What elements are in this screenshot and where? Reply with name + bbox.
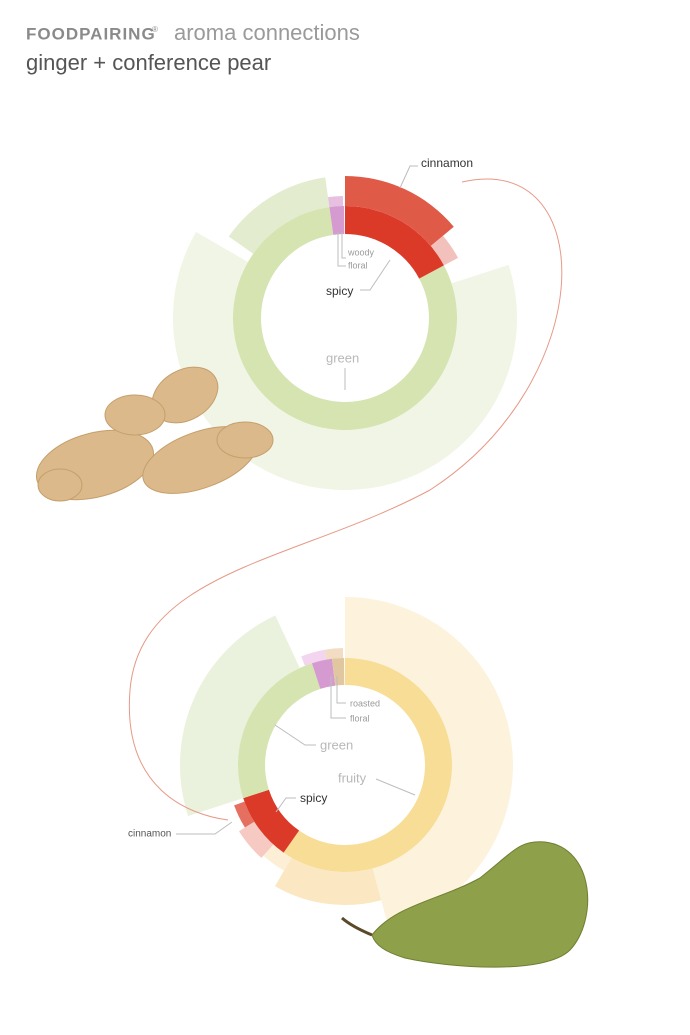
- label: spicy: [326, 284, 353, 298]
- arc-segment: [329, 206, 345, 235]
- leader: [274, 724, 316, 746]
- label: fruity: [338, 770, 367, 785]
- label: roasted: [350, 698, 380, 708]
- arc-segment: [283, 658, 452, 872]
- brand-mark: ®: [152, 25, 158, 34]
- top-labels: cinnamon woody floral spicy green: [326, 156, 473, 390]
- leader: [375, 778, 416, 796]
- connection-line: [128, 178, 563, 821]
- arc-segment: [311, 658, 336, 689]
- arc-segment: [345, 206, 444, 279]
- label: cinnamon: [421, 156, 473, 170]
- label: floral: [348, 260, 368, 270]
- arc-segment: [331, 658, 345, 686]
- leader: [337, 232, 346, 267]
- arc-segment: [263, 844, 292, 871]
- arc-segment: [328, 196, 344, 208]
- label: cinnamon: [128, 829, 171, 840]
- label: spicy: [300, 791, 327, 805]
- arc-segment: [243, 789, 300, 853]
- arc-segment: [234, 801, 255, 828]
- arc-segment: [324, 648, 344, 660]
- ginger-image: [35, 366, 274, 502]
- leader: [360, 259, 391, 291]
- bottom-labels: roasted floral green fruity spicy cinnam…: [128, 676, 416, 840]
- pear-image: [341, 841, 589, 968]
- arc-segment: [345, 176, 454, 247]
- subtitle: aroma connections: [174, 20, 360, 45]
- title: ginger + conference pear: [26, 50, 271, 75]
- label: green: [326, 350, 359, 365]
- arc-segment: [275, 857, 382, 905]
- header: FOODPAIRING ® aroma connections ginger +…: [26, 20, 360, 75]
- leader: [275, 797, 296, 813]
- arc-segment: [345, 597, 513, 928]
- label: floral: [350, 713, 370, 723]
- arc-segment: [237, 663, 321, 799]
- label: woody: [347, 247, 375, 257]
- brand: FOODPAIRING: [26, 24, 156, 43]
- arc-segment: [238, 821, 274, 858]
- leader: [330, 676, 346, 719]
- arc-segment: [301, 649, 327, 666]
- arc-segment: [228, 177, 330, 254]
- arc-segment: [430, 235, 459, 266]
- label: green: [320, 737, 353, 752]
- leader: [399, 165, 418, 189]
- arc-segment: [180, 615, 300, 816]
- leader: [176, 821, 233, 835]
